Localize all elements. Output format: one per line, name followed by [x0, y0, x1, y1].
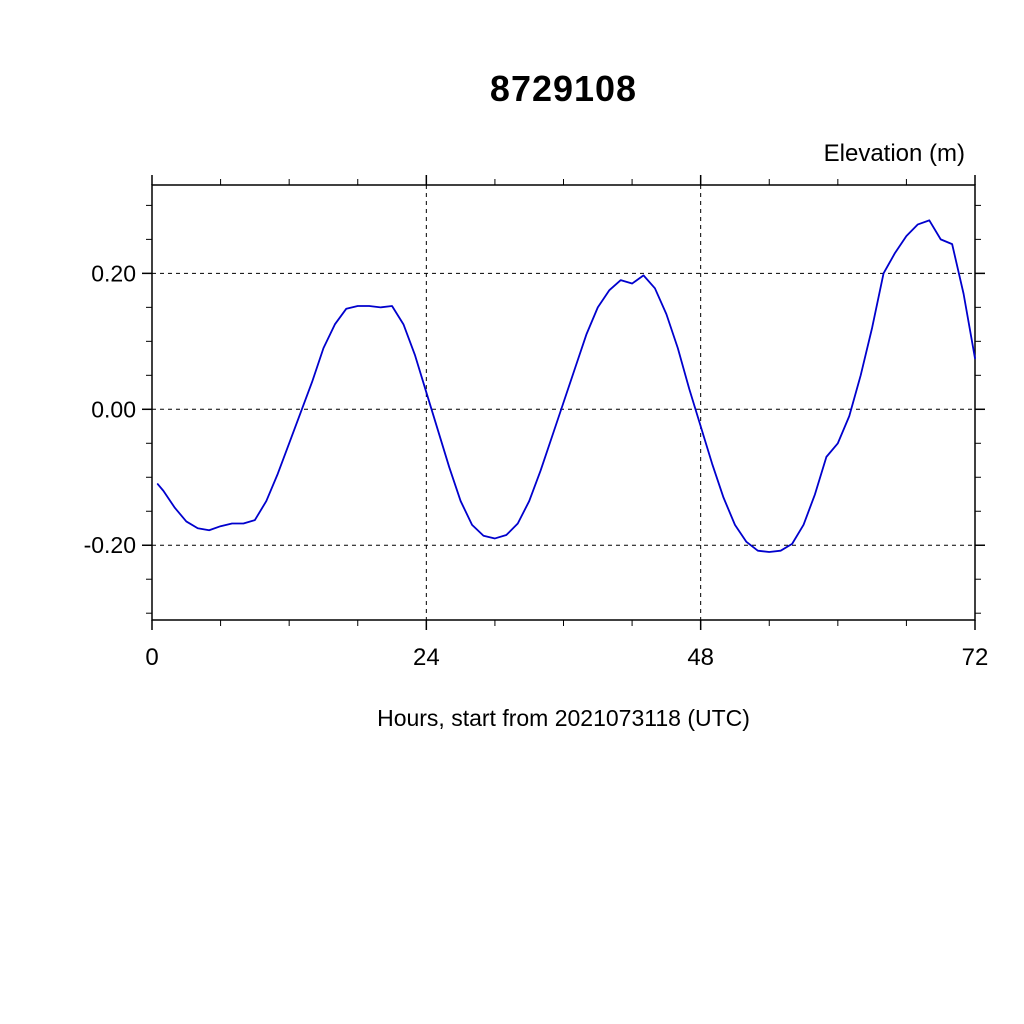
y-axis-title: Elevation (m) [823, 140, 965, 167]
y-tick-label: 0.20 [91, 260, 136, 286]
y-tick-label: -0.20 [84, 532, 136, 558]
x-tick-label: 0 [145, 644, 158, 671]
plot-frame [151, 184, 976, 621]
x-tick-label: 24 [413, 644, 440, 671]
y-tick-label: 0.00 [91, 396, 136, 422]
x-axis-title: Hours, start from 2021073118 (UTC) [377, 705, 750, 731]
x-tick-label: 48 [687, 644, 714, 671]
elevation-line [156, 219, 976, 553]
x-tick-label: 72 [962, 644, 989, 671]
chart-title: 8729108 [489, 68, 638, 109]
